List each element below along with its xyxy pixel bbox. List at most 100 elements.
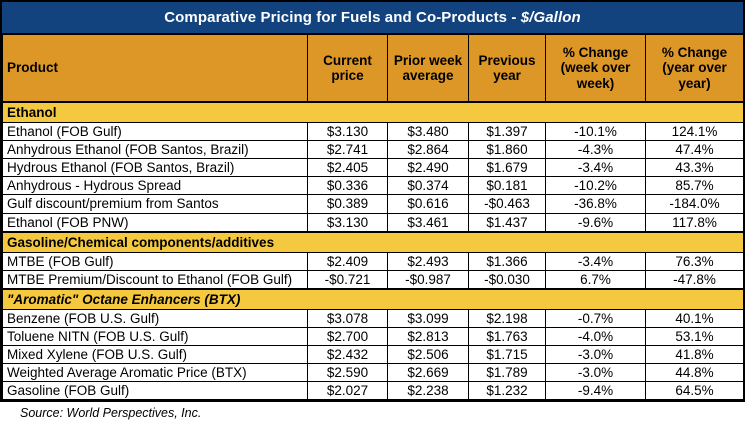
value-cell: $2.590: [307, 363, 388, 383]
table-row: MTBE (FOB Gulf) $2.409 $2.493 $1.366 -3.4% 76…: [2, 251, 744, 271]
value-cell: $1.437: [468, 212, 546, 233]
product-name-cell: Anhydrous - Hydrous Spread: [2, 176, 308, 196]
value-cell: 53.1%: [645, 326, 744, 347]
section-header-row: "Aromatic" Octane Enhancers (BTX): [2, 287, 744, 310]
value-cell: $2.506: [387, 345, 469, 365]
value-cell: 43.3%: [645, 158, 744, 178]
value-cell: -$0.987: [387, 269, 469, 290]
value-cell: $1.715: [468, 345, 546, 365]
pricing-table: Product Current price Prior week average…: [2, 34, 744, 401]
value-cell: 76.3%: [645, 251, 744, 271]
column-header-pct-change-wow: % Change (week over week): [545, 34, 646, 103]
value-cell: 41.8%: [645, 345, 744, 365]
value-cell: 124.1%: [645, 121, 744, 142]
section-header-row: Gasoline/Chemical components/additives: [2, 230, 744, 253]
value-cell: $0.389: [307, 194, 388, 214]
value-cell: $2.864: [387, 140, 469, 160]
value-cell: -47.8%: [645, 269, 744, 290]
value-cell: 47.4%: [645, 140, 744, 160]
value-cell: $2.405: [307, 158, 388, 178]
value-cell: $1.366: [468, 251, 546, 271]
value-cell: -4.3%: [545, 140, 646, 160]
value-cell: $2.409: [307, 251, 388, 271]
product-name-cell: Gulf discount/premium from Santos: [2, 194, 308, 214]
section-header-row: Ethanol: [2, 101, 744, 123]
value-cell: $1.860: [468, 140, 546, 160]
table-title-unit: $/Gallon: [520, 9, 581, 26]
table-row: Benzene (FOB U.S. Gulf) $3.078 $3.099 $2.19…: [2, 308, 744, 328]
table-body: Ethanol Ethanol (FOB Gulf) $3.130 $3.480 $1.…: [2, 101, 744, 401]
product-name-cell: Gasoline (FOB Gulf): [2, 381, 308, 401]
value-cell: $0.374: [387, 176, 469, 196]
product-name-cell: Hydrous Ethanol (FOB Santos, Brazil): [2, 158, 308, 178]
value-cell: 117.8%: [645, 212, 744, 233]
value-cell: -3.0%: [545, 345, 646, 365]
value-cell: -184.0%: [645, 194, 744, 214]
product-name-cell: MTBE Premium/Discount to Ethanol (FOB Gu…: [2, 269, 308, 290]
value-cell: $3.461: [387, 212, 469, 233]
value-cell: 40.1%: [645, 308, 744, 328]
table-title-text: Comparative Pricing for Fuels and Co-Pro…: [164, 9, 521, 26]
product-name-cell: MTBE (FOB Gulf): [2, 251, 308, 271]
value-cell: $2.700: [307, 326, 388, 347]
product-name-cell: Ethanol (FOB PNW): [2, 212, 308, 233]
value-cell: $2.741: [307, 140, 388, 160]
table-row: Ethanol (FOB Gulf) $3.130 $3.480 $1.397 -10.…: [2, 121, 744, 142]
value-cell: $3.130: [307, 121, 388, 142]
value-cell: $2.198: [468, 308, 546, 328]
value-cell: $0.336: [307, 176, 388, 196]
value-cell: $2.432: [307, 345, 388, 365]
value-cell: -9.6%: [545, 212, 646, 233]
table-row: Anhydrous Ethanol (FOB Santos, Brazil) $2…: [2, 140, 744, 160]
value-cell: -36.8%: [545, 194, 646, 214]
value-cell: 6.7%: [545, 269, 646, 290]
value-cell: $1.232: [468, 381, 546, 401]
column-header-pct-change-yoy: % Change (year over year): [645, 34, 744, 103]
table-row: Gasoline (FOB Gulf) $2.027 $2.238 $1.232 -9.…: [2, 381, 744, 401]
table-row: Gulf discount/premium from Santos $0.389 $…: [2, 194, 744, 214]
value-cell: -3.0%: [545, 363, 646, 383]
column-header-product: Product: [2, 34, 308, 103]
column-header-current-price: Current price: [307, 34, 388, 103]
value-cell: -9.4%: [545, 381, 646, 401]
value-cell: -10.2%: [545, 176, 646, 196]
table-row: Weighted Average Aromatic Price (BTX) $2.…: [2, 363, 744, 383]
column-header-previous-year: Previous year: [468, 34, 546, 103]
value-cell: $3.099: [387, 308, 469, 328]
value-cell: $1.397: [468, 121, 546, 142]
value-cell: $1.763: [468, 326, 546, 347]
value-cell: $2.027: [307, 381, 388, 401]
product-name-cell: Ethanol (FOB Gulf): [2, 121, 308, 142]
table-row: Mixed Xylene (FOB U.S. Gulf) $2.432 $2.506…: [2, 345, 744, 365]
value-cell: $3.078: [307, 308, 388, 328]
value-cell: $2.493: [387, 251, 469, 271]
value-cell: -$0.463: [468, 194, 546, 214]
value-cell: 85.7%: [645, 176, 744, 196]
table-row: Hydrous Ethanol (FOB Santos, Brazil) $2.4…: [2, 158, 744, 178]
product-name-cell: Benzene (FOB U.S. Gulf): [2, 308, 308, 328]
value-cell: $0.616: [387, 194, 469, 214]
value-cell: $3.130: [307, 212, 388, 233]
value-cell: 64.5%: [645, 381, 744, 401]
section-label: Ethanol: [2, 101, 744, 123]
value-cell: -0.7%: [545, 308, 646, 328]
value-cell: -$0.030: [468, 269, 546, 290]
table-header: Product Current price Prior week average…: [2, 34, 744, 103]
table-row: Anhydrous - Hydrous Spread $0.336 $0.374 $0…: [2, 176, 744, 196]
table-title: Comparative Pricing for Fuels and Co-Pro…: [2, 2, 743, 34]
value-cell: $2.669: [387, 363, 469, 383]
value-cell: -$0.721: [307, 269, 388, 290]
product-name-cell: Weighted Average Aromatic Price (BTX): [2, 363, 308, 383]
product-name-cell: Anhydrous Ethanol (FOB Santos, Brazil): [2, 140, 308, 160]
value-cell: -4.0%: [545, 326, 646, 347]
value-cell: -3.4%: [545, 158, 646, 178]
product-name-cell: Toluene NITN (FOB U.S. Gulf): [2, 326, 308, 347]
table-row: MTBE Premium/Discount to Ethanol (FOB Gu…: [2, 269, 744, 290]
table-row: Ethanol (FOB PNW) $3.130 $3.461 $1.437 -9.6%…: [2, 212, 744, 233]
section-label: Gasoline/Chemical components/additives: [2, 230, 744, 253]
value-cell: $2.813: [387, 326, 469, 347]
value-cell: $3.480: [387, 121, 469, 142]
value-cell: $1.679: [468, 158, 546, 178]
pricing-table-frame: Comparative Pricing for Fuels and Co-Pro…: [0, 0, 745, 403]
